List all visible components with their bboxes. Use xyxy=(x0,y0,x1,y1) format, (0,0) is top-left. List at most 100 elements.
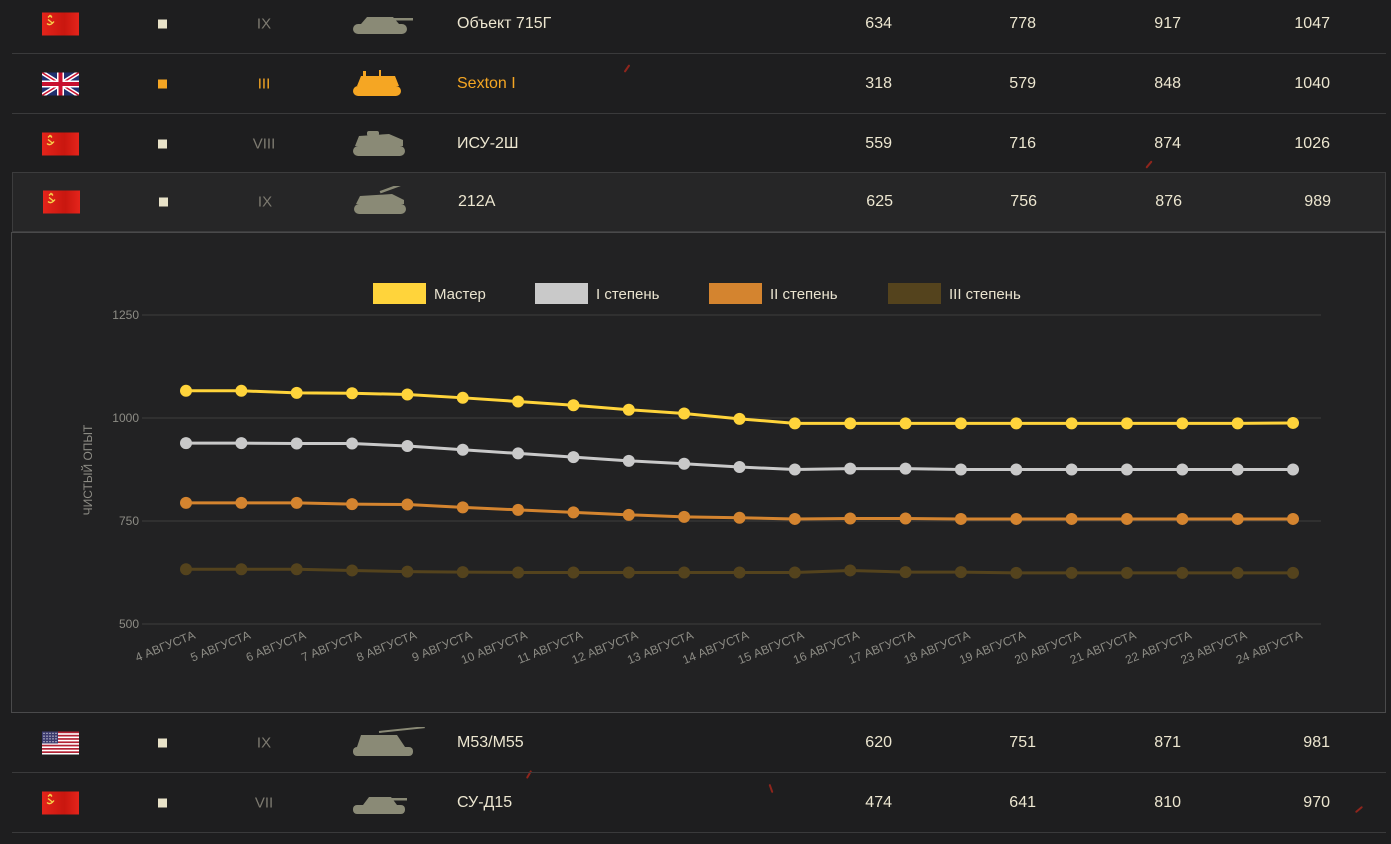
ussr-flag xyxy=(43,190,80,214)
x-tick-label: 6 АВГУСТА xyxy=(244,628,308,665)
xp-value-first: 874 xyxy=(1154,134,1181,152)
data-point xyxy=(1176,463,1189,476)
data-point xyxy=(567,506,580,519)
data-point xyxy=(180,496,192,509)
tank-name: Объект 715Г xyxy=(457,14,552,32)
xp-value-second: 641 xyxy=(1009,793,1036,811)
data-point xyxy=(1065,417,1078,430)
data-point xyxy=(1287,566,1299,579)
vehicle-type-icon xyxy=(158,139,167,148)
tank-icon xyxy=(350,182,432,218)
data-point xyxy=(844,462,857,475)
tank-name: M53/M55 xyxy=(457,733,524,751)
xp-value-second: 751 xyxy=(1009,733,1036,751)
data-point xyxy=(456,443,469,456)
tank-icon xyxy=(349,8,431,40)
table-row[interactable]: IX Объект 715Г 634 778 917 1047 xyxy=(12,0,1386,54)
data-point xyxy=(733,461,746,474)
tank-name: 212А xyxy=(458,193,496,210)
data-point xyxy=(346,498,359,511)
data-point xyxy=(456,501,469,514)
xp-value-master: 1026 xyxy=(1294,134,1330,152)
data-point xyxy=(567,399,580,412)
data-point xyxy=(512,503,525,516)
table-row[interactable]: IX 212А 625 756 876 989 xyxy=(12,172,1386,232)
vehicle-type-icon xyxy=(158,798,167,807)
y-tick-label: 500 xyxy=(119,617,139,631)
data-point xyxy=(290,563,303,576)
data-point xyxy=(1120,566,1133,579)
tank-icon xyxy=(349,68,431,100)
data-point xyxy=(401,498,414,511)
legend-swatch xyxy=(888,283,941,304)
xp-value-master: 1040 xyxy=(1294,74,1330,92)
data-point xyxy=(1287,463,1299,476)
data-point xyxy=(678,566,691,579)
table-row[interactable]: III Sexton I 318 579 848 1040 xyxy=(12,54,1386,114)
data-point xyxy=(1120,417,1133,430)
data-point xyxy=(346,564,359,577)
data-point xyxy=(290,386,303,399)
vehicle-type-icon xyxy=(158,19,167,28)
legend-swatch xyxy=(373,283,426,304)
data-point xyxy=(1065,463,1078,476)
table-row[interactable]: IX M53/M55 620 751 871 981 xyxy=(12,713,1386,773)
data-point xyxy=(678,457,691,470)
data-point xyxy=(1120,512,1133,525)
data-point xyxy=(899,566,912,579)
data-point xyxy=(512,566,525,579)
data-point xyxy=(678,510,691,523)
xp-value-first: 810 xyxy=(1154,793,1181,811)
data-point xyxy=(235,496,248,509)
data-point xyxy=(512,395,525,408)
data-point xyxy=(733,511,746,524)
data-point xyxy=(1287,512,1299,525)
data-point xyxy=(1010,512,1023,525)
x-tick-label: 8 АВГУСТА xyxy=(355,628,419,665)
xp-value-third: 634 xyxy=(865,14,892,32)
data-point xyxy=(622,566,635,579)
data-point xyxy=(235,437,248,450)
y-tick-label: 1250 xyxy=(112,308,139,322)
data-point xyxy=(456,566,469,579)
tank-name: СУ-Д15 xyxy=(457,793,513,811)
xp-value-third: 625 xyxy=(866,193,893,210)
xp-value-third: 559 xyxy=(865,134,892,152)
y-tick-label: 750 xyxy=(119,514,139,528)
legend-swatch xyxy=(535,283,588,304)
xp-value-second: 756 xyxy=(1010,193,1037,210)
data-point xyxy=(401,440,414,453)
xp-value-third: 474 xyxy=(865,793,892,811)
legend-label: I степень xyxy=(596,286,660,303)
y-tick-label: 1000 xyxy=(112,411,139,425)
tank-icon xyxy=(349,128,431,160)
tier-label: IX xyxy=(257,193,273,211)
table-row[interactable]: VII СУ-Д15 474 641 810 970 xyxy=(12,773,1386,833)
legend-label: III степень xyxy=(949,286,1021,303)
xp-value-master: 1047 xyxy=(1294,14,1330,32)
y-axis-label: ЧИСТЫЙ ОПЫТ xyxy=(80,424,95,515)
tier-label: IX xyxy=(256,734,272,751)
data-point xyxy=(1065,512,1078,525)
data-point xyxy=(235,563,248,576)
usa-flag xyxy=(42,731,79,754)
xp-value-first: 871 xyxy=(1154,733,1181,751)
tier-label: III xyxy=(257,75,271,92)
data-point xyxy=(1120,463,1133,476)
data-point xyxy=(899,512,912,525)
data-point xyxy=(346,437,359,450)
data-point xyxy=(678,407,691,420)
tank-name: ИСУ-2Ш xyxy=(457,134,519,152)
table-row[interactable]: VIII ИСУ-2Ш 559 716 874 1026 xyxy=(12,114,1386,174)
xp-value-first: 848 xyxy=(1154,74,1181,92)
uk-flag xyxy=(40,70,81,97)
tank-icon xyxy=(349,787,431,819)
data-point xyxy=(290,437,303,450)
data-point xyxy=(512,447,525,460)
legend-swatch xyxy=(709,283,762,304)
data-point xyxy=(1176,417,1189,430)
data-point xyxy=(346,387,359,400)
data-point xyxy=(1231,512,1244,525)
data-point xyxy=(180,437,192,450)
